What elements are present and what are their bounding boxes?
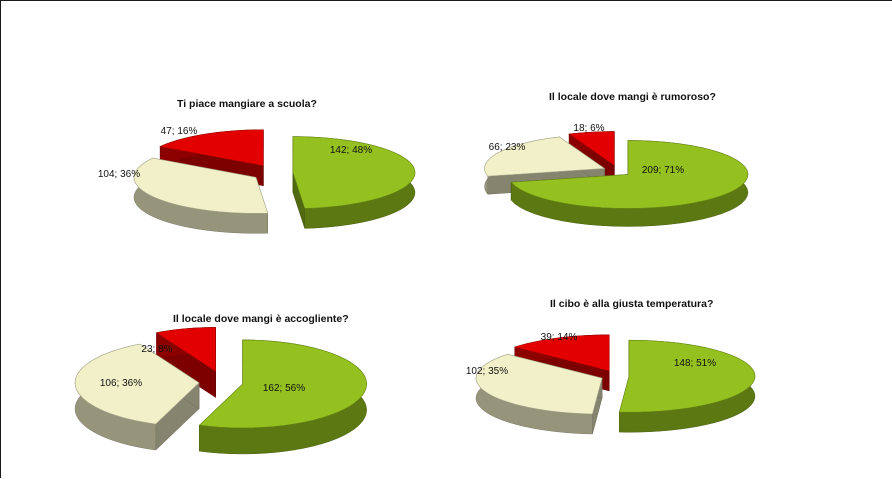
pie-slice — [198, 339, 367, 455]
slice-data-label: 142; 48% — [330, 145, 372, 156]
pie-plot: 148; 51% 102; 35% 39; 14% — [466, 332, 756, 435]
pie-chart-cibo-temperatura: Il cibo è alla giusta temperatura? 148; … — [447, 240, 892, 479]
slice-top-face — [74, 343, 200, 425]
slice-data-label: 47; 16% — [161, 126, 198, 137]
slice-top-face — [510, 140, 749, 209]
slice-top-face — [155, 327, 216, 372]
slice-data-label: 18; 6% — [573, 123, 604, 134]
slice-data-label: 39; 14% — [541, 332, 578, 343]
pie-slice — [133, 157, 269, 234]
slice-data-label: 209; 71% — [642, 165, 684, 176]
slice-data-label: 102; 35% — [466, 366, 508, 377]
pie-plot: 209; 71% 66; 23% 18; 6% — [484, 123, 749, 227]
pie-slice — [292, 136, 416, 229]
pie-slice — [475, 353, 603, 435]
slice-data-label: 148; 51% — [674, 358, 716, 369]
pie-plot: 162; 56% 106; 36% 23; 8% — [74, 327, 367, 455]
slice-data-label: 162; 56% — [263, 383, 305, 394]
slice-top-face — [568, 131, 615, 167]
slice-data-label: 104; 36% — [98, 169, 140, 180]
slice-top-face — [484, 136, 606, 177]
pie-chart-mangiare-a-scuola: Ti piace mangiare a scuola? 142; 48% 104;… — [1, 1, 447, 240]
slice-data-label: 106; 36% — [100, 378, 142, 389]
slice-data-label: 66; 23% — [489, 142, 526, 153]
pie-chart-locale-accogliente: Il locale dove mangi è accogliente? 162;… — [1, 240, 447, 479]
pie-chart-locale-rumoroso: Il locale dove mangi è rumoroso? 209; 71… — [447, 1, 892, 240]
slice-top-face — [159, 129, 264, 167]
slice-data-label: 23; 8% — [141, 344, 172, 355]
pie-slice — [619, 339, 756, 433]
slice-top-face — [133, 157, 269, 214]
pie-slice — [74, 343, 200, 451]
pie-plot: 142; 48% 104; 36% 47; 16% — [98, 126, 416, 234]
pie-slice — [510, 140, 749, 227]
chart-title: Ti piace mangiare a scuola? — [177, 98, 317, 110]
chart-title: Il locale dove mangi è accogliente? — [173, 313, 349, 325]
slice-top-face — [292, 136, 416, 209]
slice-top-face — [619, 339, 756, 413]
pie-slice — [155, 327, 216, 398]
slice-top-face — [513, 334, 610, 372]
chart-title: Il cibo è alla giusta temperatura? — [550, 298, 714, 310]
chart-title: Il locale dove mangi è rumoroso? — [549, 91, 716, 103]
slice-top-face — [198, 339, 367, 429]
slice-top-face — [475, 353, 603, 415]
